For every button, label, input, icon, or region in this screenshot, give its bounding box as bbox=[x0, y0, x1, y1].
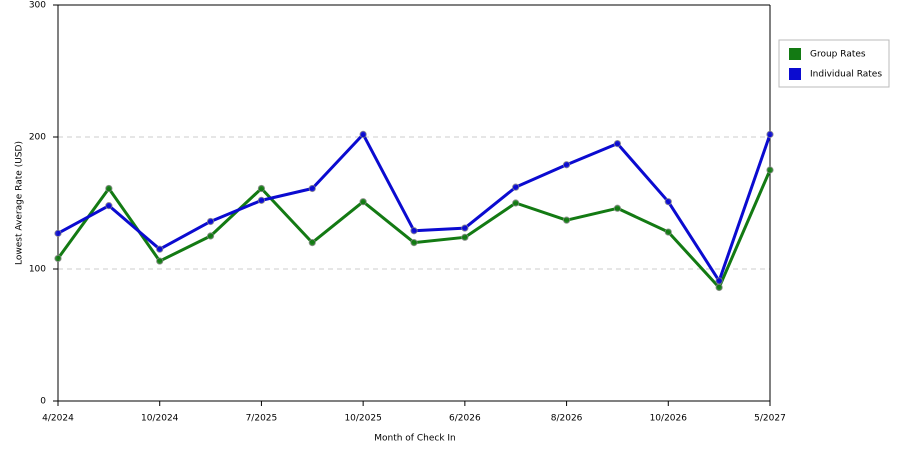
data-point bbox=[461, 233, 469, 241]
data-point bbox=[410, 227, 418, 235]
data-point bbox=[308, 239, 316, 247]
data-point bbox=[54, 229, 62, 237]
data-point bbox=[512, 183, 520, 191]
y-tick-label: 300 bbox=[29, 1, 46, 11]
legend-swatch bbox=[789, 68, 801, 80]
data-point bbox=[562, 161, 571, 169]
data-point bbox=[105, 184, 113, 193]
data-point bbox=[613, 204, 622, 212]
x-tick-label: 10/2024 bbox=[141, 414, 179, 424]
data-point bbox=[308, 184, 316, 193]
data-point bbox=[105, 202, 113, 210]
data-point bbox=[206, 217, 215, 226]
x-tick-label: 7/2025 bbox=[246, 414, 278, 424]
data-point bbox=[715, 277, 723, 285]
data-point bbox=[206, 232, 215, 240]
data-point bbox=[715, 283, 723, 292]
y-axis-label: Lowest Average Rate (USD) bbox=[15, 141, 25, 265]
data-point bbox=[613, 140, 622, 148]
data-point bbox=[410, 239, 418, 247]
data-point bbox=[257, 196, 266, 204]
data-point bbox=[766, 166, 774, 174]
data-point bbox=[257, 184, 266, 193]
x-tick-label: 4/2024 bbox=[42, 414, 74, 424]
x-tick-label: 5/2027 bbox=[754, 414, 786, 424]
legend-label: Group Rates bbox=[810, 50, 866, 60]
data-point bbox=[664, 198, 672, 206]
data-point bbox=[156, 245, 164, 253]
x-tick-label: 8/2026 bbox=[551, 414, 583, 424]
data-point bbox=[664, 228, 672, 236]
data-point bbox=[512, 199, 520, 207]
x-tick-label: 10/2026 bbox=[650, 414, 688, 424]
data-point bbox=[156, 257, 164, 265]
x-tick-label: 6/2026 bbox=[449, 414, 481, 424]
y-tick-label: 0 bbox=[40, 397, 46, 407]
x-axis-label: Month of Check In bbox=[374, 434, 456, 444]
data-point bbox=[766, 130, 774, 138]
data-point bbox=[359, 130, 367, 138]
data-point bbox=[461, 224, 469, 232]
y-tick-label: 100 bbox=[29, 265, 46, 275]
data-point bbox=[359, 198, 367, 206]
data-point bbox=[562, 216, 571, 224]
y-tick-label: 200 bbox=[29, 133, 46, 143]
legend-label: Individual Rates bbox=[810, 70, 882, 80]
x-tick-label: 10/2025 bbox=[344, 414, 381, 424]
legend-swatch bbox=[789, 48, 801, 60]
data-point bbox=[54, 254, 62, 263]
